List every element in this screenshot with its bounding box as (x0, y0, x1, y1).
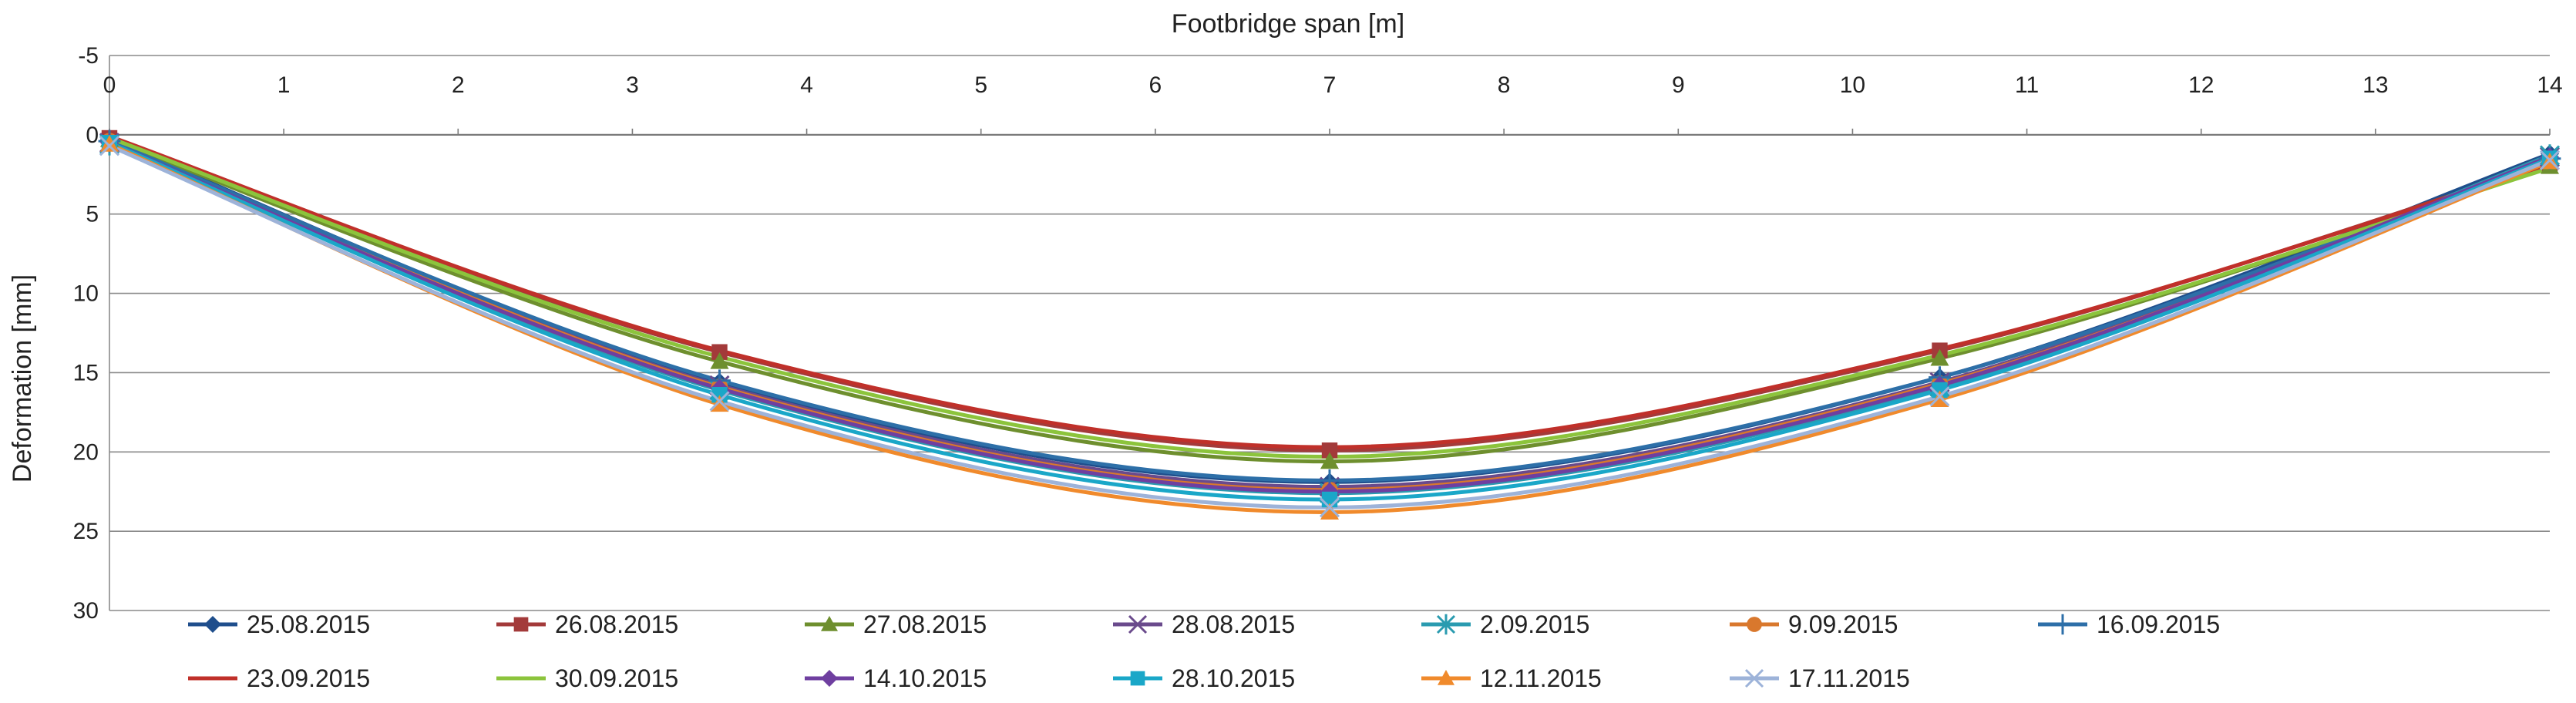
legend-item-26.08.2015: 26.08.2015 (496, 610, 678, 638)
data-point-17.11.2015-7 (1319, 497, 1340, 518)
series-line-2.09.2015 (109, 142, 2551, 496)
x-tick-label-0: 0 (103, 72, 116, 98)
data-point-17.11.2015-0 (99, 136, 120, 156)
legend-label: 17.11.2015 (1788, 664, 1910, 692)
x-tick-label-14: 14 (2537, 72, 2562, 98)
legend-label: 12.11.2015 (1480, 664, 1602, 692)
legend-label: 28.08.2015 (1172, 610, 1295, 638)
legend-swatch-marker (2052, 614, 2073, 635)
data-point-27.08.2015-10.5 (1930, 348, 1949, 366)
x-tick-label-1: 1 (277, 72, 291, 98)
legend-swatch-marker (821, 616, 838, 631)
x-tick-label-4: 4 (800, 72, 813, 98)
legend-item-17.11.2015: 17.11.2015 (1730, 664, 1910, 692)
legend-item-27.08.2015: 27.08.2015 (805, 610, 987, 638)
legend-label: 23.09.2015 (247, 664, 370, 692)
data-point-17.11.2015-10.5 (1929, 386, 1950, 407)
legend-item-14.10.2015: 14.10.2015 (805, 664, 987, 692)
data-point-12.11.2015-7 (1320, 503, 1339, 520)
legend-swatch-marker (513, 617, 529, 632)
legend-swatch-marker (1130, 671, 1145, 686)
legend-item-28.10.2015: 28.10.2015 (1113, 664, 1295, 692)
legend-item-16.09.2015: 16.09.2015 (2038, 610, 2220, 638)
chart-title: Footbridge span [m] (1172, 9, 1404, 39)
y-tick-label-0: 0 (86, 123, 99, 148)
series-line-14.10.2015 (109, 140, 2551, 494)
legend-item-30.09.2015: 30.09.2015 (496, 664, 678, 692)
y-tick-label-30: 30 (73, 598, 99, 624)
legend-item-12.11.2015: 12.11.2015 (1421, 664, 1602, 692)
data-point-26.08.2015-3.5 (711, 344, 728, 360)
legend-swatch-marker (1744, 668, 1764, 688)
legend-label: 25.08.2015 (247, 610, 370, 638)
x-tick-label-12: 12 (2188, 72, 2214, 98)
y-axis-label: Deformation [mm] (8, 274, 37, 483)
legend-swatch-marker (1128, 614, 1148, 634)
x-tick-label-2: 2 (452, 72, 465, 98)
x-tick-label-5: 5 (974, 72, 987, 98)
legend-swatch-marker (1747, 617, 1762, 632)
legend-item-23.09.2015: 23.09.2015 (188, 664, 370, 692)
gridlines (109, 55, 2550, 611)
legend-swatch-marker (1436, 614, 1456, 635)
data-point-17.11.2015-14 (2539, 150, 2561, 170)
legend-swatch-marker (204, 616, 221, 633)
y-tick-label--5: -5 (78, 43, 99, 69)
data-point-27.08.2015-3.5 (710, 352, 729, 369)
data-point-12.11.2015-0 (100, 135, 119, 152)
data-point-12.11.2015-10.5 (1930, 390, 1949, 407)
legend-label: 9.09.2015 (1788, 610, 1898, 638)
x-tick-label-10: 10 (1840, 72, 1865, 98)
legend-item-2.09.2015: 2.09.2015 (1421, 610, 1589, 638)
legend-swatch-marker (1438, 670, 1454, 685)
legend-label: 27.08.2015 (863, 610, 987, 638)
legend-item-9.09.2015: 9.09.2015 (1730, 610, 1898, 638)
legend-item-25.08.2015: 25.08.2015 (188, 610, 370, 638)
x-tick-label-3: 3 (626, 72, 639, 98)
series-line-23.09.2015 (109, 134, 2551, 449)
legend-label: 26.08.2015 (555, 610, 678, 638)
x-tick-label-11: 11 (2015, 72, 2039, 98)
data-point-12.11.2015-3.5 (710, 395, 729, 412)
legend-label: 16.09.2015 (2097, 610, 2220, 638)
x-tick-label-13: 13 (2362, 72, 2388, 98)
legend-label: 28.10.2015 (1172, 664, 1295, 692)
y-tick-label-20: 20 (73, 439, 99, 465)
x-tick-label-9: 9 (1672, 72, 1685, 98)
x-tick-label-7: 7 (1323, 72, 1337, 98)
legend-label: 2.09.2015 (1480, 610, 1589, 638)
x-tick-label-8: 8 (1498, 72, 1511, 98)
legend-item-28.08.2015: 28.08.2015 (1113, 610, 1295, 638)
legend-swatch-marker (821, 670, 838, 687)
data-point-26.08.2015-7 (1321, 442, 1338, 459)
legend-label: 30.09.2015 (555, 664, 678, 692)
y-tick-label-10: 10 (73, 281, 99, 307)
legend-label: 14.10.2015 (863, 664, 987, 692)
y-tick-label-25: 25 (73, 519, 99, 544)
data-point-27.08.2015-7 (1320, 452, 1339, 469)
data-markers (98, 130, 2561, 520)
data-point-17.11.2015-3.5 (709, 391, 730, 412)
y-tick-label-5: 5 (86, 202, 99, 227)
y-tick-label-15: 15 (73, 360, 99, 385)
x-tick-label-6: 6 (1149, 72, 1162, 98)
legend: 25.08.2015 26.08.2015 27.08.2015 28.08.2015… (188, 610, 2220, 692)
